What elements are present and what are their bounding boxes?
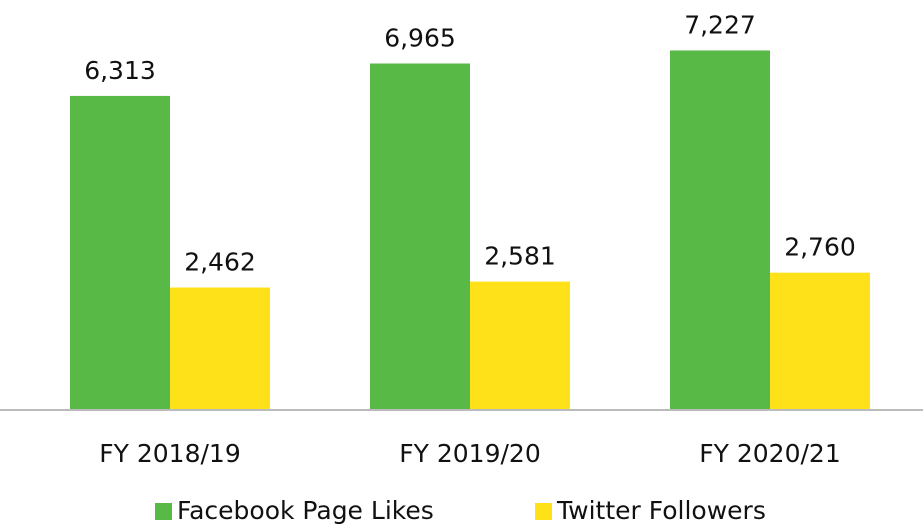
- data-label: 6,313: [84, 56, 156, 85]
- data-label: 7,227: [684, 10, 756, 39]
- legend-swatch: [535, 503, 552, 520]
- bar: [770, 272, 870, 410]
- bar: [670, 50, 770, 410]
- bar: [370, 63, 470, 411]
- data-label: 2,581: [484, 242, 556, 271]
- legend-label: Twitter Followers: [556, 496, 766, 525]
- legend-swatch: [155, 503, 172, 520]
- data-label: 2,760: [784, 233, 856, 262]
- bar: [70, 95, 170, 410]
- data-label: 6,965: [384, 23, 456, 52]
- x-tick-label: FY 2018/19: [99, 439, 240, 468]
- bar: [470, 281, 570, 410]
- data-label: 2,462: [184, 248, 256, 277]
- x-tick-label: FY 2019/20: [399, 439, 540, 468]
- x-tick-label: FY 2020/21: [699, 439, 840, 468]
- legend-label: Facebook Page Likes: [177, 496, 434, 525]
- bar: [170, 287, 270, 410]
